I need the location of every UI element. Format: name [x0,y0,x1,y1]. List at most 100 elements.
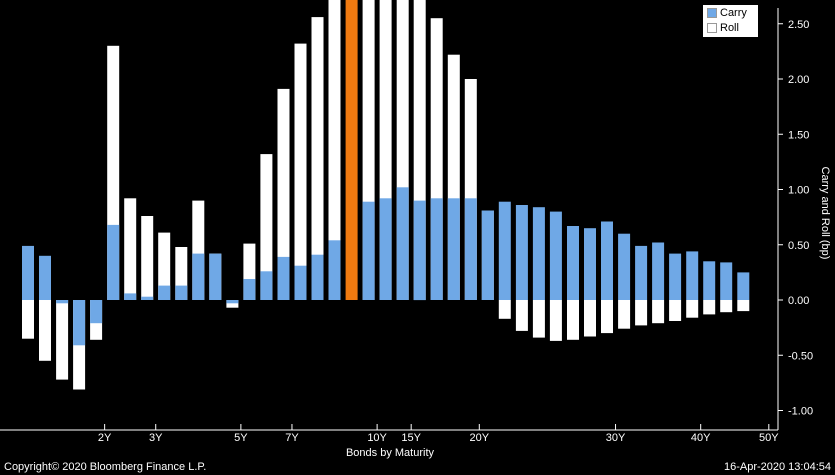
roll-bar [141,216,154,300]
carry-bar [294,265,307,300]
legend-item-carry: Carry [703,5,758,20]
carry-bar [532,207,545,300]
highlight-bar [345,0,358,301]
legend: Carry Roll [703,5,758,37]
y-tick-label: 1.50 [788,129,809,141]
carry-bar [703,261,716,300]
roll-bar [39,300,51,361]
carry-bar [226,300,239,304]
x-tick-label: 2Y [98,432,112,444]
carry-bar [209,253,222,300]
roll-bar [618,300,631,329]
x-axis: 2Y 3Y 5Y 7Y 10Y 15Y 20Y 30Y 40Y 50Y [0,424,779,444]
roll-bar [328,0,341,300]
carry-bar [22,245,34,300]
y-tick-label: -1.00 [788,406,813,418]
x-tick-label: 7Y [285,432,299,444]
roll-bar [22,300,34,339]
carry-bar [39,255,51,300]
legend-carry-label: Carry [720,6,747,19]
legend-roll-label: Roll [720,21,739,34]
roll-bar [601,300,613,334]
carry-bar [447,198,460,300]
copyright-text: Copyright© 2020 Bloomberg Finance L.P. [4,461,207,473]
x-tick-label: 50Y [759,432,779,444]
carry-bar [652,242,665,300]
carry-bar [737,272,750,300]
y-tick-label: 0.00 [788,295,809,307]
roll-bar [635,300,648,326]
roll-bar [56,300,69,380]
roll-bar [498,300,511,319]
roll-bar [260,154,273,300]
carry-bar [396,187,409,300]
roll-bar [294,43,307,300]
carry-bar [260,271,273,300]
carry-bar [158,285,171,300]
carry-bar [141,296,154,300]
x-tick-label: 40Y [691,432,711,444]
carry-bar [124,293,137,300]
y-axis: 2.50 2.00 1.50 1.00 0.50 0.00 -0.50 -1.00 [777,8,813,430]
carry-bar [379,198,392,300]
carry-bar [430,198,443,300]
y-axis-title: Carry and Roll (bp) [819,167,831,260]
carry-bar [311,254,324,300]
roll-bar [515,300,528,331]
roll-swatch-icon [707,22,717,33]
carry-swatch-icon [707,7,717,18]
carry-bar [277,256,290,300]
bars-layer [22,0,750,390]
carry-bar [584,228,596,300]
carry-bar [686,251,699,300]
roll-bar [226,300,239,308]
carry-bar [192,253,205,300]
roll-bar [124,198,137,300]
carry-bar [362,201,375,300]
x-tick-label: 20Y [470,432,490,444]
carry-bar [635,245,648,300]
y-tick-label: -0.50 [788,350,813,362]
carry-bar [464,198,477,300]
roll-bar [686,300,699,318]
roll-bar [703,300,716,315]
roll-bar [652,300,665,324]
y-tick-label: 1.00 [788,185,809,197]
roll-bar [720,300,733,313]
y-tick-label: 2.00 [788,74,809,86]
carry-bar [720,262,733,300]
x-tick-label: 5Y [234,432,248,444]
roll-bar [549,300,562,341]
timestamp-text: 16-Apr-2020 13:04:54 [723,461,831,473]
x-tick-label: 30Y [606,432,626,444]
carry-bar [549,211,562,300]
carry-bar [328,240,341,300]
carry-bar [567,226,579,300]
roll-bar [532,300,545,338]
roll-bar [567,300,579,340]
legend-item-roll: Roll [703,20,758,35]
carry-bar [669,253,682,300]
y-tick-label: 2.50 [788,19,809,31]
carry-bar [515,205,528,300]
roll-bar [737,300,750,312]
carry-bar [618,233,631,300]
roll-bar [158,232,171,300]
carry-bar [175,285,188,300]
x-axis-title: Bonds by Maturity [346,447,435,459]
carry-bar [481,210,494,300]
carry-bar [498,201,511,300]
carry-bar [90,300,103,324]
roll-bar [584,300,596,337]
carry-bar [243,279,256,300]
carry-bar [73,300,86,346]
carry-bar [601,221,613,300]
roll-bar [669,300,682,321]
y-tick-label: 0.50 [788,240,809,252]
roll-bar [277,88,290,301]
x-tick-label: 3Y [149,432,163,444]
carry-bar [413,200,426,301]
x-tick-label: 15Y [401,432,421,444]
carry-bar [56,300,69,304]
